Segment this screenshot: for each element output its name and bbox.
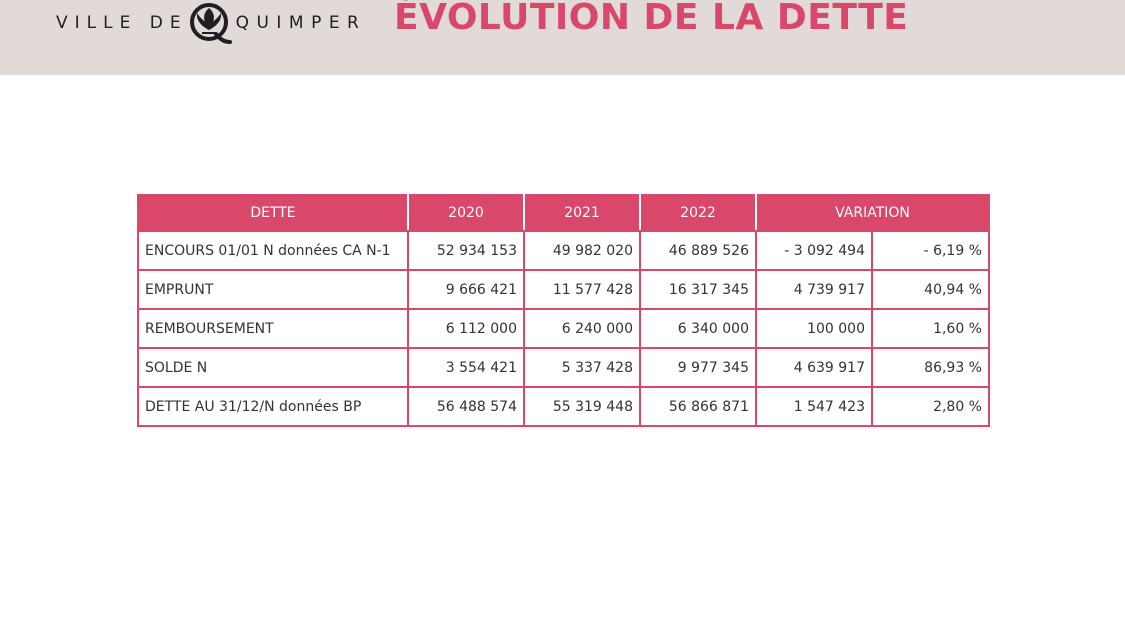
table-row: EMPRUNT 9 666 421 11 577 428 16 317 345 … [137, 269, 990, 310]
row-label: SOLDE N [137, 347, 409, 388]
cell-variation: - 3 092 494 [755, 230, 873, 271]
page-title: ÉVOLUTION DE LA DETTE [394, 0, 909, 38]
cell-variation: 4 739 917 [755, 269, 873, 310]
row-label: EMPRUNT [137, 269, 409, 310]
cell-2021: 49 982 020 [523, 230, 641, 271]
cell-2020: 6 112 000 [407, 308, 525, 349]
cell-2022: 6 340 000 [639, 308, 757, 349]
header-2021: 2021 [523, 194, 641, 232]
logo-text-right: QUIMPER [235, 13, 367, 33]
cell-2020: 52 934 153 [407, 230, 525, 271]
cell-variation: 4 639 917 [755, 347, 873, 388]
page-header: VILLE DE QUIMPER ÉVOLUTION DE LA DETTE [0, 0, 1125, 75]
table-row: REMBOURSEMENT 6 112 000 6 240 000 6 340 … [137, 308, 990, 349]
cell-variation-pct: 40,94 % [871, 269, 990, 310]
header-variation: VARIATION [755, 194, 990, 232]
row-label: DETTE AU 31/12/N données BP [137, 386, 409, 427]
cell-variation: 100 000 [755, 308, 873, 349]
quimper-emblem-icon [189, 3, 232, 44]
cell-2022: 9 977 345 [639, 347, 757, 388]
cell-2020: 9 666 421 [407, 269, 525, 310]
cell-2021: 6 240 000 [523, 308, 641, 349]
table-row: DETTE AU 31/12/N données BP 56 488 574 5… [137, 386, 990, 427]
table-header-row: DETTE 2020 2021 2022 VARIATION [137, 194, 990, 232]
logo-text-left: VILLE DE [56, 13, 188, 33]
cell-2021: 5 337 428 [523, 347, 641, 388]
debt-table: DETTE 2020 2021 2022 VARIATION ENCOURS 0… [137, 194, 990, 427]
cell-variation-pct: 2,80 % [871, 386, 990, 427]
header-2020: 2020 [407, 194, 525, 232]
cell-variation: 1 547 423 [755, 386, 873, 427]
city-logo: VILLE DE QUIMPER [56, 0, 366, 46]
row-label: ENCOURS 01/01 N données CA N-1 [137, 230, 409, 271]
header-dette: DETTE [137, 194, 409, 232]
cell-variation-pct: - 6,19 % [871, 230, 990, 271]
cell-2020: 56 488 574 [407, 386, 525, 427]
row-label: REMBOURSEMENT [137, 308, 409, 349]
cell-variation-pct: 86,93 % [871, 347, 990, 388]
cell-2021: 11 577 428 [523, 269, 641, 310]
cell-2022: 56 866 871 [639, 386, 757, 427]
cell-variation-pct: 1,60 % [871, 308, 990, 349]
cell-2021: 55 319 448 [523, 386, 641, 427]
table-row: ENCOURS 01/01 N données CA N-1 52 934 15… [137, 230, 990, 271]
cell-2020: 3 554 421 [407, 347, 525, 388]
cell-2022: 46 889 526 [639, 230, 757, 271]
header-2022: 2022 [639, 194, 757, 232]
table-row: SOLDE N 3 554 421 5 337 428 9 977 345 4 … [137, 347, 990, 388]
cell-2022: 16 317 345 [639, 269, 757, 310]
